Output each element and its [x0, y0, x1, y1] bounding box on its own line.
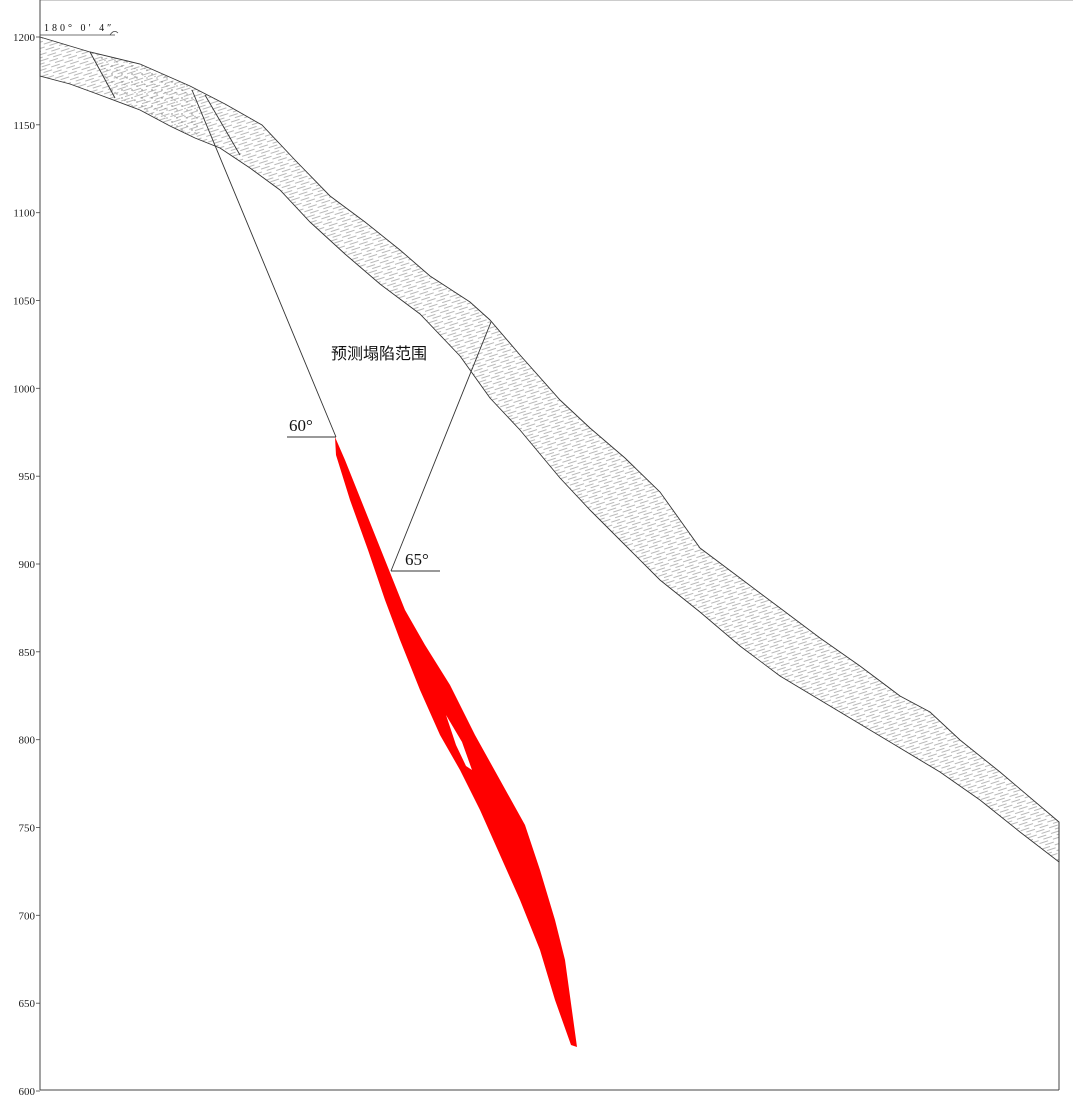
elevation-tick-label: 600 — [19, 1086, 36, 1098]
elevation-tick-label: 950 — [19, 471, 36, 483]
frame — [39, 0, 1073, 1091]
weathered-zone — [90, 52, 205, 138]
elevation-tick-label: 1100 — [13, 208, 35, 220]
bearing-header: 180° 0′ 4″ — [40, 23, 119, 36]
elevation-tick-label: 750 — [19, 823, 36, 835]
surface-layer-band — [39, 36, 1060, 863]
north-arrow-icon — [109, 31, 119, 36]
elevation-tick-label: 800 — [19, 735, 36, 747]
angle-label-60: 60° — [289, 416, 313, 435]
collapse-line-right — [390, 321, 492, 572]
elevation-tick-label: 700 — [19, 910, 36, 922]
elevation-tick-label: 1000 — [13, 383, 36, 395]
elevation-tick-label: 1200 — [13, 32, 36, 44]
collapse-zone-label: 预测塌陷范围 — [331, 344, 427, 363]
collapse-line-left — [191, 89, 337, 438]
ore-body-split — [446, 715, 472, 770]
bearing-label: 180° 0′ 4″ — [44, 23, 114, 34]
surface-layer — [39, 36, 1060, 863]
elevation-tick-label: 900 — [19, 559, 36, 571]
ore-body — [335, 437, 577, 1047]
angle-label-65: 65° — [405, 550, 429, 569]
elevation-axis: 1200 1150 1100 1050 1000 950 900 850 800 750 700 65… — [13, 32, 40, 1098]
elevation-tick-label: 1150 — [13, 120, 35, 132]
elevation-tick-label: 650 — [19, 998, 36, 1010]
elevation-tick-label: 1050 — [13, 296, 36, 308]
elevation-tick-label: 850 — [19, 647, 36, 659]
collapse-range — [191, 89, 492, 572]
